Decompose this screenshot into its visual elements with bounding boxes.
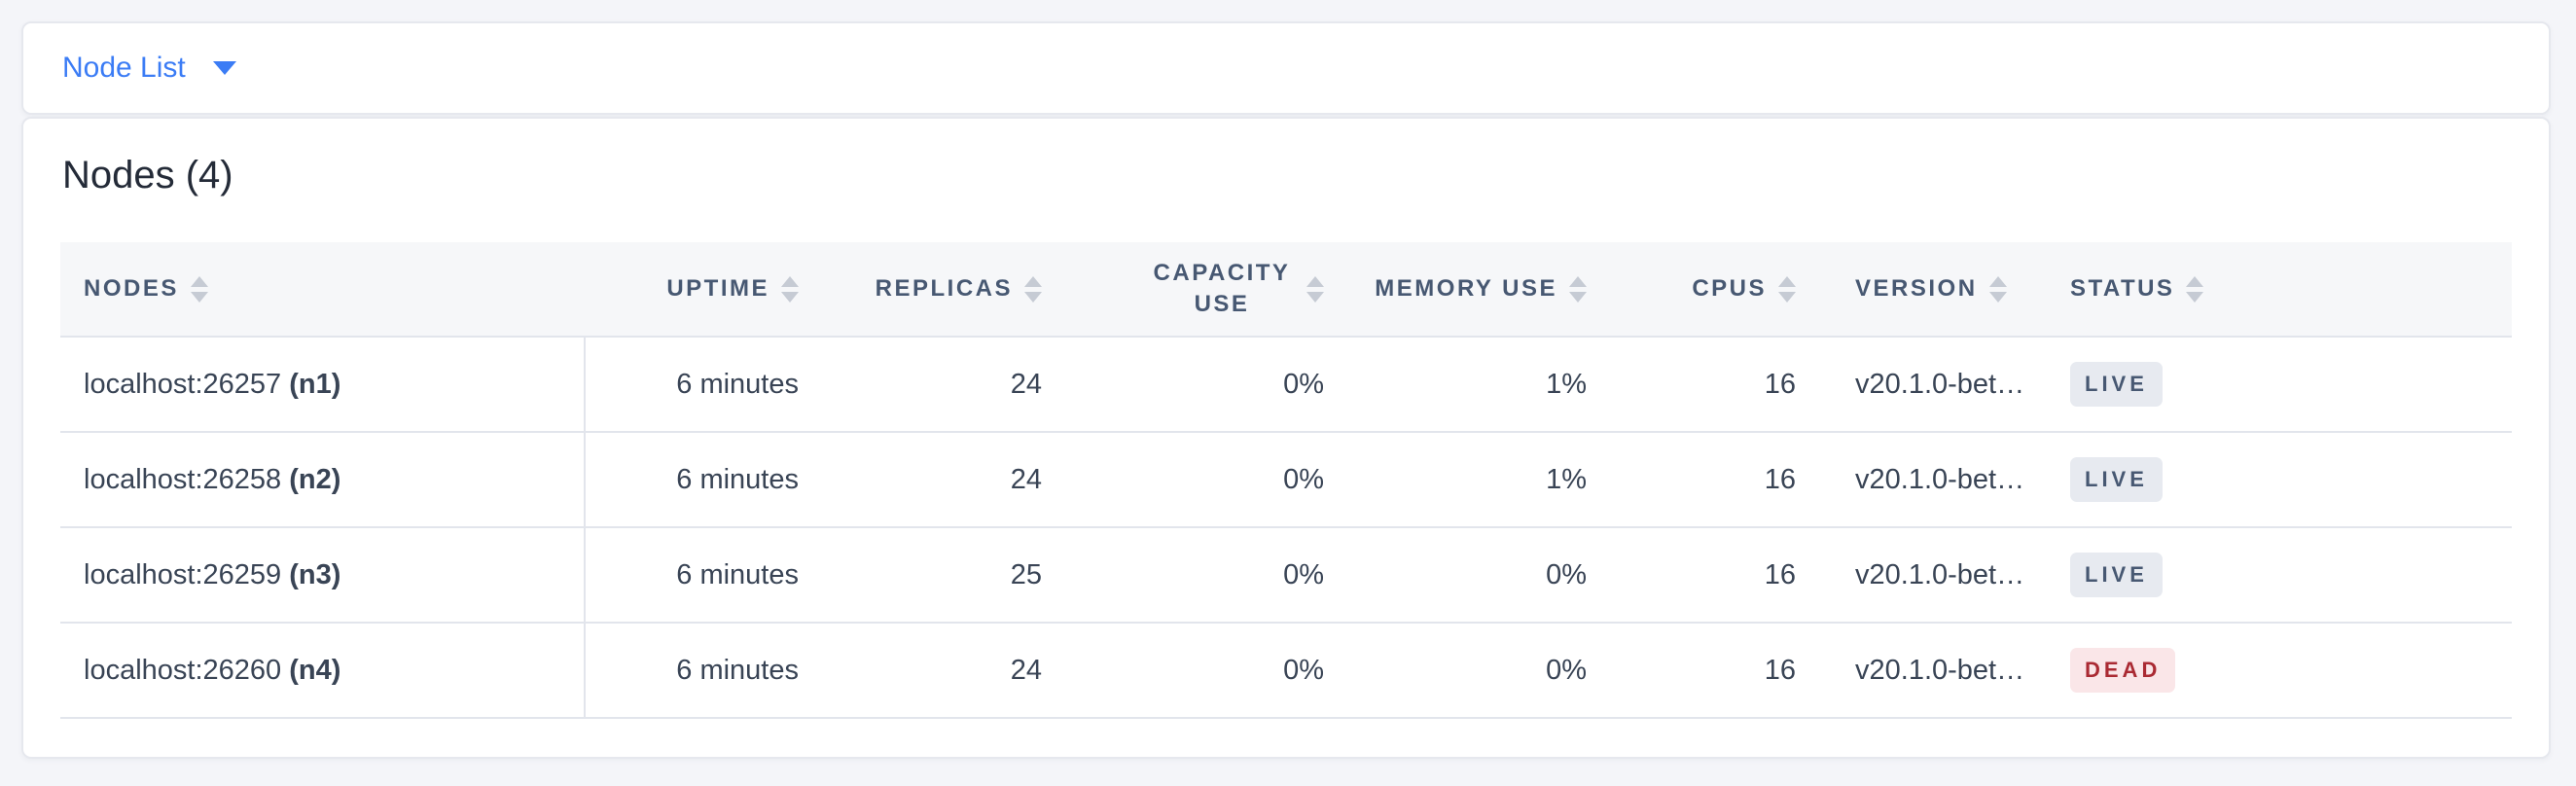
column-header-replicas-label: REPLICAS xyxy=(875,275,1013,302)
chevron-down-icon xyxy=(212,61,236,75)
sort-icon[interactable] xyxy=(1988,275,2007,303)
node-address-cell: localhost:26258 (n2) xyxy=(60,433,586,528)
status-cell: LIVE xyxy=(2055,433,2512,528)
uptime-cell: 6 minutes xyxy=(586,528,834,624)
node-id: (n2) xyxy=(289,463,341,495)
cpus-cell: 16 xyxy=(1622,624,1831,719)
status-cell: LIVE xyxy=(2055,528,2512,624)
node-id: (n4) xyxy=(289,654,341,686)
node-address: localhost:26258 xyxy=(84,463,282,495)
column-header-uptime-label: UPTIME xyxy=(666,275,769,302)
node-address: localhost:26259 xyxy=(84,558,282,590)
status-badge: DEAD xyxy=(2070,648,2176,693)
status-badge: LIVE xyxy=(2070,362,2163,407)
sort-icon[interactable] xyxy=(1306,275,1324,303)
view-selector-bar: Node List xyxy=(21,21,2551,115)
column-header-uptime[interactable]: UPTIME xyxy=(586,242,834,338)
version-cell: v20.1.0-bet… xyxy=(1831,624,2055,719)
column-header-replicas[interactable]: REPLICAS xyxy=(834,242,1077,338)
column-header-cpus-label: CPUS xyxy=(1692,275,1767,302)
column-header-cpus[interactable]: CPUS xyxy=(1622,242,1831,338)
sort-icon[interactable] xyxy=(2186,275,2204,303)
replicas-cell: 25 xyxy=(834,528,1077,624)
column-header-capacity-use-label: CAPACITY USE xyxy=(1153,259,1291,317)
memory-use-cell: 1% xyxy=(1359,338,1622,433)
node-address: localhost:26260 xyxy=(84,654,282,686)
view-dropdown-label: Node List xyxy=(62,52,186,84)
version-cell: v20.1.0-bet… xyxy=(1831,338,2055,433)
node-address-cell: localhost:26260 (n4) xyxy=(60,624,586,719)
uptime-cell: 6 minutes xyxy=(586,433,834,528)
nodes-card: Nodes (4) NODES UPTIME REPLICAS xyxy=(21,117,2551,759)
sort-icon[interactable] xyxy=(1024,275,1042,303)
page-title: Nodes (4) xyxy=(62,154,233,196)
table-row: localhost:26258 (n2) 6 minutes 24 0% 1% … xyxy=(60,433,2512,528)
replicas-cell: 24 xyxy=(834,338,1077,433)
cpus-cell: 16 xyxy=(1622,433,1831,528)
view-dropdown[interactable]: Node List xyxy=(62,52,236,85)
node-address-cell: localhost:26257 (n1) xyxy=(60,338,586,433)
column-header-status-label: STATUS xyxy=(2070,275,2175,302)
status-cell: DEAD xyxy=(2055,624,2512,719)
sort-icon[interactable] xyxy=(190,275,208,303)
uptime-cell: 6 minutes xyxy=(586,624,834,719)
capacity-use-cell: 0% xyxy=(1077,528,1359,624)
version-cell: v20.1.0-bet… xyxy=(1831,433,2055,528)
node-id: (n1) xyxy=(289,368,341,400)
status-cell: LIVE xyxy=(2055,338,2512,433)
cpus-cell: 16 xyxy=(1622,528,1831,624)
column-header-version-label: VERSION xyxy=(1855,275,1978,302)
memory-use-cell: 0% xyxy=(1359,528,1622,624)
column-header-memory-use[interactable]: MEMORY USE xyxy=(1359,242,1622,338)
table-header-row: NODES UPTIME REPLICAS CAPACITY USE xyxy=(60,242,2512,338)
status-badge: LIVE xyxy=(2070,457,2163,502)
version-cell: v20.1.0-bet… xyxy=(1831,528,2055,624)
capacity-use-cell: 0% xyxy=(1077,433,1359,528)
replicas-cell: 24 xyxy=(834,433,1077,528)
cpus-cell: 16 xyxy=(1622,338,1831,433)
column-header-status[interactable]: STATUS xyxy=(2055,242,2512,338)
table-row: localhost:26257 (n1) 6 minutes 24 0% 1% … xyxy=(60,338,2512,433)
sort-icon[interactable] xyxy=(781,275,799,303)
node-id: (n3) xyxy=(289,558,341,590)
column-header-memory-use-label: MEMORY USE xyxy=(1375,275,1557,302)
column-header-nodes[interactable]: NODES xyxy=(60,242,586,338)
capacity-use-cell: 0% xyxy=(1077,624,1359,719)
nodes-table: NODES UPTIME REPLICAS CAPACITY USE xyxy=(60,242,2512,719)
uptime-cell: 6 minutes xyxy=(586,338,834,433)
memory-use-cell: 0% xyxy=(1359,624,1622,719)
column-header-version[interactable]: VERSION xyxy=(1831,242,2055,338)
node-address: localhost:26257 xyxy=(84,368,282,400)
table-row: localhost:26260 (n4) 6 minutes 24 0% 0% … xyxy=(60,624,2512,719)
column-header-capacity-use[interactable]: CAPACITY USE xyxy=(1077,242,1359,338)
sort-icon[interactable] xyxy=(1569,275,1587,303)
table-row: localhost:26259 (n3) 6 minutes 25 0% 0% … xyxy=(60,528,2512,624)
node-address-cell: localhost:26259 (n3) xyxy=(60,528,586,624)
sort-icon[interactable] xyxy=(1778,275,1796,303)
memory-use-cell: 1% xyxy=(1359,433,1622,528)
replicas-cell: 24 xyxy=(834,624,1077,719)
column-header-nodes-label: NODES xyxy=(84,275,179,302)
status-badge: LIVE xyxy=(2070,553,2163,597)
capacity-use-cell: 0% xyxy=(1077,338,1359,433)
